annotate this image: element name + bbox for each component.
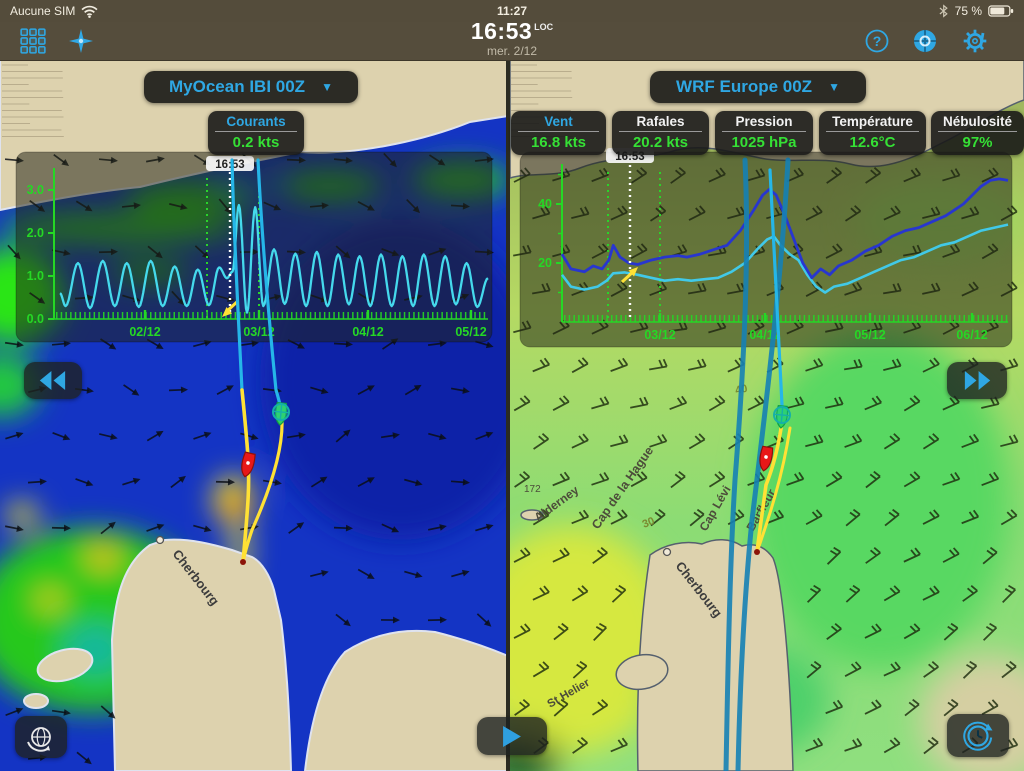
- chevron-down-icon: ▼: [321, 80, 333, 94]
- date-label: mer. 2/12: [486, 44, 538, 58]
- boat-marker-green[interactable]: [272, 402, 290, 426]
- svg-text:02/12: 02/12: [129, 325, 160, 339]
- wifi-icon: [81, 5, 98, 18]
- time-cursor-pill: [206, 156, 254, 171]
- status-bar: Aucune SIM 11:27 75 %: [0, 0, 1024, 22]
- chart-paper-notes: [2, 64, 64, 137]
- chart-tick-labels: 0.0 1.0 2.0 3.0 02/12 03/12 04/12 05/12: [27, 183, 487, 339]
- model-selector-left-label: MyOcean IBI 00Z: [169, 77, 306, 96]
- svg-text:?: ?: [873, 33, 882, 49]
- svg-text:2.0: 2.0: [27, 226, 44, 240]
- grid-icon[interactable]: [20, 28, 46, 54]
- target-icon[interactable]: [912, 28, 938, 54]
- route-destination-dot: [240, 559, 246, 565]
- time-history-button[interactable]: [947, 714, 1009, 757]
- current-speed-curve: [59, 203, 489, 314]
- route-tracks: [723, 157, 792, 771]
- tab-temperature[interactable]: Température 12.6°C: [819, 111, 926, 155]
- double-chevron-left-icon: [39, 371, 66, 390]
- gear-icon[interactable]: [962, 28, 988, 54]
- locate-star-icon[interactable]: [68, 28, 94, 54]
- tab-vent[interactable]: Vent 16.8 kts: [511, 111, 606, 155]
- model-selector-right[interactable]: WRF Europe 00Z ▼: [650, 71, 866, 103]
- svg-text:20: 20: [538, 256, 552, 270]
- time-cursor-label: 16:53: [215, 159, 244, 171]
- app-toolbar: 16:53 LOC mer. 2/12 ?: [0, 18, 1024, 61]
- local-time-suffix: LOC: [534, 22, 554, 32]
- svg-text:05/12: 05/12: [854, 328, 885, 342]
- play-icon: [503, 725, 521, 747]
- svg-text:172: 172: [524, 484, 541, 495]
- svg-text:04/12: 04/12: [352, 325, 383, 339]
- bluetooth-icon: [939, 4, 948, 18]
- tab-nebulosite[interactable]: Nébulosité 97%: [931, 111, 1024, 155]
- model-selector-left[interactable]: MyOcean IBI 00Z ▼: [144, 71, 358, 103]
- globe-rotation-button[interactable]: [15, 716, 67, 758]
- boat-marker-green[interactable]: [773, 405, 791, 429]
- globe-rotation-icon: [27, 727, 51, 752]
- course-arrow: [620, 267, 638, 284]
- battery-icon: [988, 5, 1014, 17]
- city-marker-cherbourg: [662, 547, 672, 557]
- battery-percent: 75 %: [954, 4, 982, 18]
- svg-text:30: 30: [641, 515, 657, 531]
- local-time: 16:53: [470, 18, 533, 44]
- course-arrow: [222, 299, 240, 317]
- time-display: 16:53 LOC mer. 2/12: [0, 18, 1024, 58]
- city-marker-cherbourg: [155, 535, 165, 545]
- wind-chart-overlay: 20 40 03/12 04/12 05/12 06/12 16:53: [519, 148, 1013, 348]
- panel-divider: [506, 60, 510, 771]
- svg-text:03/12: 03/12: [644, 328, 675, 342]
- clock-history-icon: [963, 721, 993, 751]
- svg-text:3.0: 3.0: [27, 183, 44, 197]
- svg-text:0.0: 0.0: [27, 312, 44, 326]
- land-shapes: [0, 60, 508, 771]
- step-back-button[interactable]: [24, 362, 82, 399]
- route-destination-dot: [754, 549, 760, 555]
- double-chevron-right-icon: [964, 371, 991, 390]
- boat-marker-red[interactable]: [239, 451, 256, 478]
- gusts-curve: [560, 177, 1009, 280]
- model-selector-right-label: WRF Europe 00Z: [676, 77, 813, 96]
- tab-courants[interactable]: Courants 0.2 kts: [208, 111, 304, 155]
- status-clock: 11:27: [496, 4, 528, 18]
- play-animation-button[interactable]: [477, 717, 547, 755]
- currents-chart-overlay: 0.0 1.0 2.0 3.0 02/12 03/12 04/12 05/12 …: [15, 151, 493, 343]
- svg-text:06/12: 06/12: [956, 328, 987, 342]
- right-map-wind[interactable]: Alderney Cap de la Hague Cap Lévi Barfle…: [510, 60, 1024, 771]
- help-icon[interactable]: ?: [864, 28, 890, 54]
- chart-axes: [48, 168, 488, 320]
- svg-text:40: 40: [538, 197, 552, 211]
- svg-text:03/12: 03/12: [243, 325, 274, 339]
- tab-rafales[interactable]: Rafales 20.2 kts: [612, 111, 709, 155]
- svg-text:05/12: 05/12: [455, 325, 486, 339]
- carrier-label: Aucune SIM: [10, 4, 76, 18]
- boat-marker-red[interactable]: [758, 445, 774, 472]
- chart-axes: [556, 164, 1008, 323]
- chevron-down-icon: ▼: [828, 80, 840, 94]
- tab-pression[interactable]: Pression 1025 hPa: [715, 111, 813, 155]
- svg-text:1.0: 1.0: [27, 269, 44, 283]
- step-forward-button[interactable]: [947, 362, 1007, 399]
- left-map-currents[interactable]: Cherbourg 0.0 1.0 2.0 3.0 02/12 03/12 04…: [0, 60, 508, 771]
- chart-tick-labels: 20 40 03/12 04/12 05/12 06/12: [538, 197, 988, 342]
